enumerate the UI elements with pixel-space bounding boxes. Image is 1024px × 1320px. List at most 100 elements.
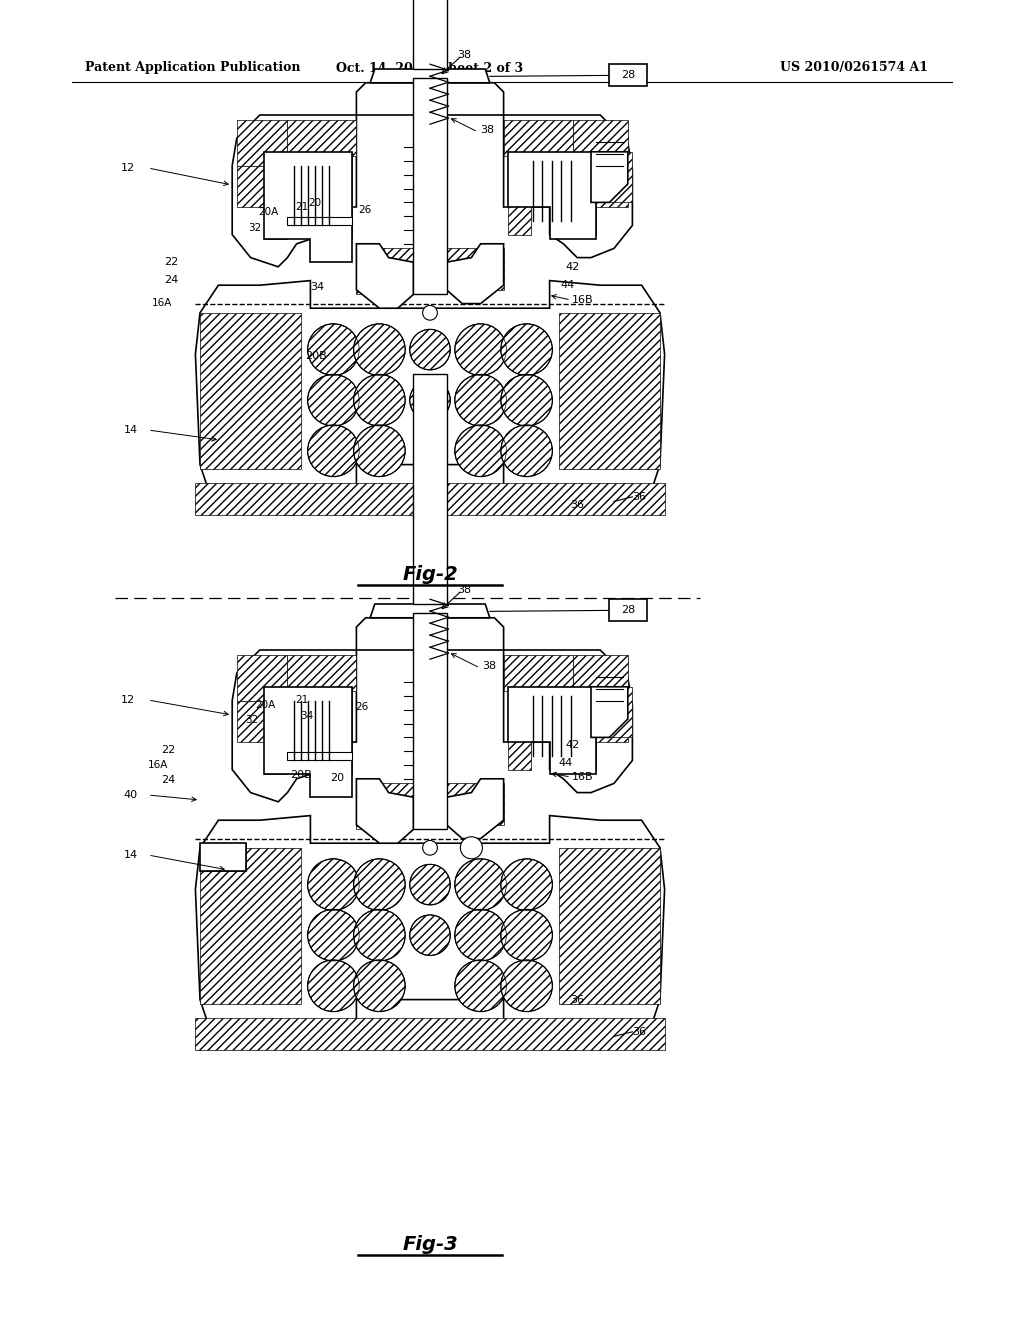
Circle shape — [307, 859, 359, 911]
Circle shape — [410, 380, 451, 421]
Polygon shape — [196, 281, 665, 515]
Text: 20A: 20A — [258, 207, 279, 216]
Polygon shape — [559, 313, 660, 469]
Polygon shape — [572, 701, 628, 742]
Text: Patent Application Publication: Patent Application Publication — [85, 62, 300, 74]
Circle shape — [353, 375, 406, 426]
Polygon shape — [559, 847, 660, 1005]
Bar — [414, 78, 446, 294]
Polygon shape — [371, 605, 489, 618]
Polygon shape — [264, 152, 288, 239]
Polygon shape — [196, 1018, 665, 1051]
Text: 26: 26 — [358, 205, 372, 215]
Text: 28: 28 — [622, 70, 636, 81]
Circle shape — [307, 425, 359, 477]
Circle shape — [501, 859, 552, 911]
Polygon shape — [200, 313, 301, 469]
Text: 34: 34 — [310, 282, 325, 292]
Text: 20: 20 — [308, 198, 322, 209]
Circle shape — [353, 425, 406, 477]
Circle shape — [307, 375, 359, 426]
Polygon shape — [196, 816, 665, 1051]
Text: 21: 21 — [295, 696, 308, 705]
Text: 38: 38 — [458, 50, 472, 61]
Text: 16B: 16B — [572, 294, 594, 305]
Polygon shape — [264, 686, 288, 775]
Polygon shape — [264, 686, 352, 797]
Bar — [288, 218, 352, 226]
Polygon shape — [572, 165, 628, 207]
Text: Oct. 14, 2010  Sheet 2 of 3: Oct. 14, 2010 Sheet 2 of 3 — [337, 62, 523, 74]
Polygon shape — [371, 69, 489, 83]
Text: 14: 14 — [124, 425, 138, 436]
Polygon shape — [264, 152, 352, 263]
Circle shape — [455, 323, 506, 375]
Polygon shape — [504, 649, 633, 792]
Text: 16A: 16A — [147, 760, 168, 770]
Polygon shape — [329, 686, 352, 775]
Polygon shape — [237, 655, 288, 701]
Circle shape — [455, 375, 506, 426]
Bar — [414, 374, 446, 605]
Polygon shape — [572, 120, 628, 165]
Polygon shape — [196, 483, 665, 515]
Circle shape — [461, 837, 482, 859]
Polygon shape — [572, 655, 628, 701]
Text: 40: 40 — [124, 789, 138, 800]
Circle shape — [410, 915, 451, 956]
Text: 28: 28 — [622, 606, 636, 615]
Text: 36: 36 — [633, 492, 646, 502]
Bar — [414, 0, 446, 69]
Text: 20B: 20B — [305, 351, 327, 360]
Polygon shape — [200, 843, 246, 871]
Text: 24: 24 — [161, 775, 175, 785]
Text: 20: 20 — [330, 774, 344, 783]
Text: 12: 12 — [121, 696, 135, 705]
Text: 38: 38 — [482, 661, 496, 671]
Polygon shape — [356, 248, 414, 294]
Circle shape — [423, 305, 437, 321]
Circle shape — [455, 909, 506, 961]
Circle shape — [307, 323, 359, 375]
Polygon shape — [237, 165, 288, 207]
Text: Fig-3: Fig-3 — [402, 1236, 458, 1254]
Bar — [414, 614, 446, 829]
Text: 22: 22 — [161, 744, 175, 755]
Text: 12: 12 — [121, 162, 135, 173]
Polygon shape — [508, 686, 596, 775]
Text: 36: 36 — [570, 995, 584, 1005]
Text: 16B: 16B — [572, 772, 594, 781]
Text: 42: 42 — [565, 741, 580, 750]
Text: US 2010/0261574 A1: US 2010/0261574 A1 — [780, 62, 928, 74]
Text: 16A: 16A — [152, 298, 172, 308]
Text: 24: 24 — [164, 275, 178, 285]
Circle shape — [410, 330, 451, 370]
Text: 34: 34 — [300, 711, 313, 721]
Polygon shape — [572, 686, 596, 770]
Polygon shape — [356, 618, 504, 649]
Polygon shape — [288, 655, 356, 692]
Circle shape — [410, 865, 451, 904]
Circle shape — [353, 960, 406, 1011]
Circle shape — [353, 323, 406, 375]
Text: 38: 38 — [480, 125, 495, 135]
Text: 44: 44 — [558, 758, 572, 768]
Circle shape — [307, 909, 359, 961]
Polygon shape — [572, 152, 596, 235]
Text: 20B: 20B — [290, 770, 311, 780]
Text: 32: 32 — [245, 715, 258, 725]
Polygon shape — [232, 649, 356, 801]
Text: 21: 21 — [295, 202, 308, 213]
Polygon shape — [446, 244, 504, 304]
Bar — [609, 65, 647, 86]
Polygon shape — [356, 783, 414, 829]
Circle shape — [501, 323, 552, 375]
Circle shape — [501, 909, 552, 961]
Polygon shape — [356, 244, 414, 308]
Text: 38: 38 — [458, 585, 472, 595]
Polygon shape — [508, 152, 596, 239]
Polygon shape — [356, 779, 414, 843]
Bar — [288, 752, 352, 760]
Text: 32: 32 — [248, 223, 261, 234]
Polygon shape — [591, 152, 633, 202]
